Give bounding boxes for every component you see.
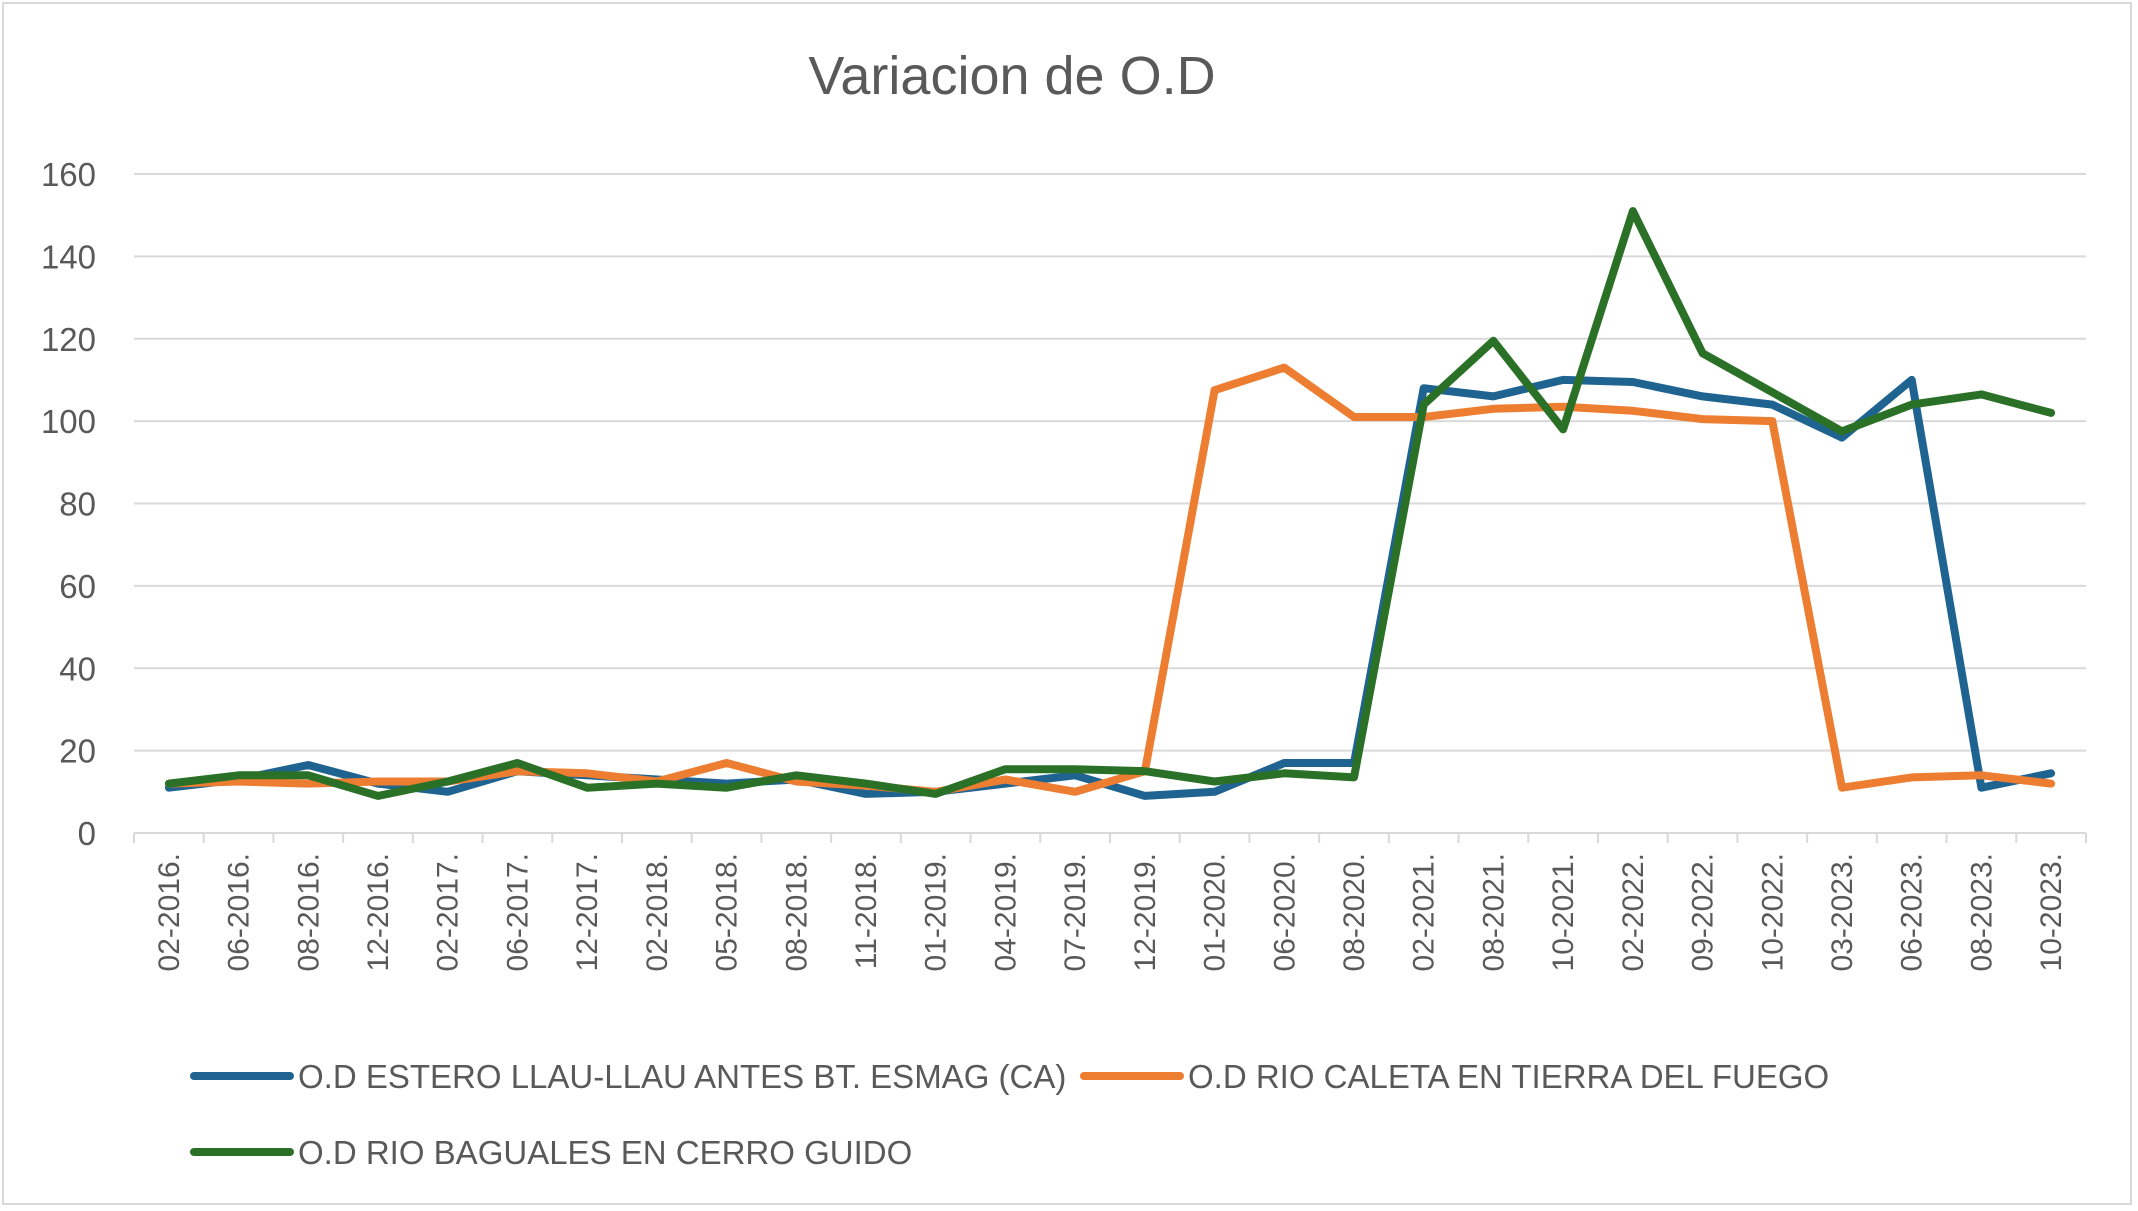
x-tick-label: 01-2020. [1199, 853, 1232, 971]
legend: O.D ESTERO LLAU-LLAU ANTES BT. ESMAG (CA… [190, 1058, 1829, 1171]
x-tick-label: 08-2018. [780, 853, 813, 971]
y-tick-label: 80 [59, 486, 96, 523]
legend-item: O.D RIO BAGUALES EN CERRO GUIDO [190, 1134, 912, 1171]
legend-label: O.D ESTERO LLAU-LLAU ANTES BT. ESMAG (CA… [298, 1058, 1066, 1095]
x-tick-label: 12-2017. [571, 853, 604, 971]
x-axis-tick-labels: 02-2016. 06-2016. 08-2016. 12-2016. 02-2017.… [153, 853, 2068, 971]
x-tick-label: 08-2023. [1965, 853, 1998, 971]
y-tick-label: 0 [78, 815, 96, 852]
x-tick-label: 06-2016. [223, 853, 256, 971]
x-tick-label: 09-2022. [1687, 853, 1720, 971]
x-tick-label: 06-2020. [1268, 853, 1301, 971]
x-tick-label: 10-2021. [1547, 853, 1580, 971]
x-tick-label: 04-2019. [989, 853, 1022, 971]
x-tick-label: 02-2017. [432, 853, 465, 971]
chart-title: Variacion de O.D [808, 46, 1215, 106]
series-line-1 [164, 375, 2056, 800]
legend-item: O.D RIO CALETA EN TIERRA DEL FUEGO [1080, 1058, 1829, 1095]
y-tick-label: 60 [59, 568, 96, 605]
x-tick-label: 02-2016. [153, 853, 186, 971]
y-tick-label: 140 [41, 238, 96, 275]
y-tick-label: 160 [41, 156, 96, 193]
gridlines [133, 173, 2087, 843]
series-line-2 [164, 363, 2056, 796]
x-tick-label: 06-2017. [501, 853, 534, 971]
legend-item: O.D ESTERO LLAU-LLAU ANTES BT. ESMAG (CA… [190, 1058, 1066, 1095]
x-tick-label: 08-2016. [292, 853, 325, 971]
series-line-3 [164, 207, 2056, 800]
x-tick-label: 02-2022. [1617, 853, 1650, 971]
legend-label: O.D RIO BAGUALES EN CERRO GUIDO [298, 1134, 912, 1171]
x-tick-label: 10-2023. [2035, 853, 2068, 971]
x-tick-label: 12-2016. [362, 853, 395, 971]
line-chart: Variacion de O.D 0 20 40 60 80 100 120 140 160 0… [41, 46, 2087, 1171]
x-tick-label: 05-2018. [711, 853, 744, 971]
x-tick-label: 11-2018. [850, 853, 883, 969]
x-tick-label: 12-2019. [1129, 853, 1162, 971]
x-tick-label: 03-2023. [1826, 853, 1859, 971]
y-tick-label: 20 [59, 733, 96, 770]
y-tick-label: 40 [59, 650, 96, 687]
x-tick-label: 02-2021. [1408, 853, 1441, 971]
y-tick-label: 120 [41, 321, 96, 358]
y-tick-label: 100 [41, 403, 96, 440]
legend-label: O.D RIO CALETA EN TIERRA DEL FUEGO [1188, 1058, 1829, 1095]
x-tick-label: 01-2019. [920, 853, 953, 971]
x-tick-label: 08-2020. [1338, 853, 1371, 971]
series-lines [164, 207, 2056, 800]
x-tick-label: 02-2018. [641, 853, 674, 971]
y-axis-tick-labels: 0 20 40 60 80 100 120 140 160 [41, 156, 96, 852]
x-tick-label: 08-2021. [1477, 853, 1510, 971]
x-tick-label: 07-2019. [1059, 853, 1092, 971]
x-tick-label: 06-2023. [1896, 853, 1929, 971]
x-tick-label: 10-2022. [1756, 853, 1789, 971]
